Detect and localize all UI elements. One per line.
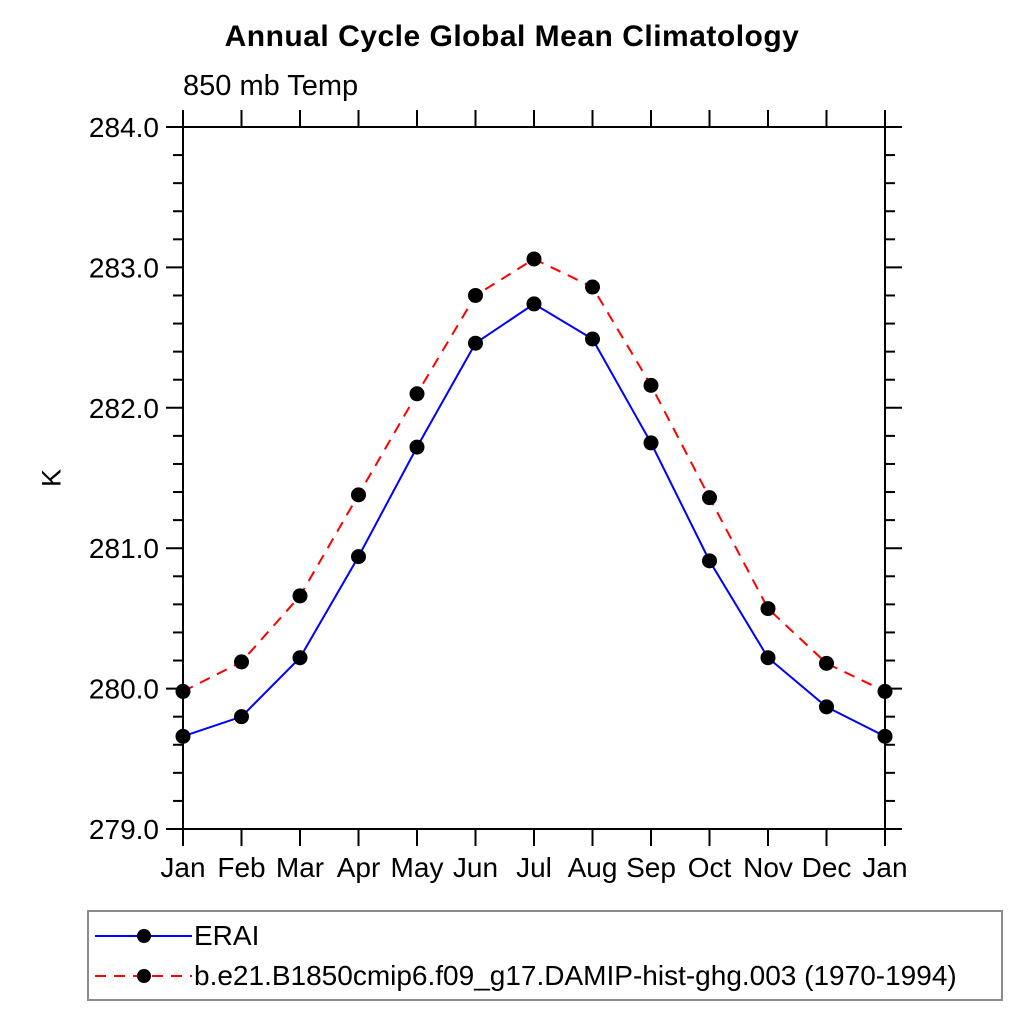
- data-point-marker-1: [643, 377, 659, 393]
- series-line-1: [182, 257, 886, 693]
- data-point-marker-0: [702, 553, 717, 569]
- x-axis-tick-label: Dec: [802, 852, 852, 883]
- x-axis-tick-label: Apr: [337, 852, 381, 883]
- data-point-marker-1: [409, 386, 425, 402]
- x-axis-tick-label: Aug: [568, 852, 618, 883]
- legend-label: ERAI: [194, 920, 260, 951]
- y-axis-tick-label: 283.0: [89, 252, 159, 283]
- x-axis-tick-label: Jul: [516, 852, 552, 883]
- data-point-marker-0: [819, 699, 834, 715]
- legend-line-sample-dashed: [95, 968, 192, 984]
- chart-subtitle: 850 mb Temp: [183, 70, 359, 102]
- chart-title: Annual Cycle Global Mean Climatology: [224, 20, 800, 53]
- x-axis-tick-label: Nov: [743, 852, 793, 883]
- y-axis-tick-label: 282.0: [89, 393, 159, 424]
- data-point-marker-1: [702, 490, 717, 506]
- data-point-marker-0: [175, 728, 191, 744]
- x-axis-tick-label: May: [391, 852, 444, 883]
- x-axis-tick-label: Mar: [276, 852, 324, 883]
- data-point-marker-1: [877, 683, 893, 699]
- y-axis-tick-label: 280.0: [89, 674, 159, 705]
- data-point-marker-1: [760, 601, 776, 617]
- x-axis-tick-label: Jun: [453, 852, 498, 883]
- data-point-marker-1: [351, 487, 366, 503]
- data-point-marker-1: [175, 683, 191, 699]
- data-point-marker-0: [351, 549, 366, 565]
- data-point-marker-0: [760, 650, 776, 666]
- data-point-marker-1: [819, 655, 834, 671]
- data-point-marker-0: [877, 728, 893, 744]
- data-point-marker-1: [468, 287, 483, 303]
- x-axis-tick-label: Sep: [626, 852, 676, 883]
- data-point-marker-0: [468, 335, 483, 351]
- legend-label: b.e21.B1850cmip6.f09_g17.DAMIP-hist-ghg.…: [194, 960, 957, 991]
- legend-box: ERAI b.e21.B1850cmip6.f09_g17.DAMIP-hist…: [87, 910, 1003, 1001]
- data-point-marker-1: [526, 251, 542, 267]
- data-point-marker-0: [585, 331, 600, 347]
- legend-item-model: b.e21.B1850cmip6.f09_g17.DAMIP-hist-ghg.…: [89, 956, 1001, 996]
- x-axis-tick-label: Oct: [688, 852, 732, 883]
- y-axis-tick-label: 279.0: [89, 814, 159, 845]
- plot-border: [182, 126, 886, 830]
- data-point-marker-0: [643, 435, 659, 451]
- data-point-marker-0: [234, 709, 249, 725]
- legend-item-erai: ERAI: [89, 916, 1001, 956]
- marker-dot-icon: [137, 929, 151, 943]
- data-point-marker-1: [585, 279, 600, 295]
- marker-dot-icon: [137, 969, 151, 983]
- x-axis-tick-label: Jan: [862, 852, 907, 883]
- y-axis-tick-label: 284.0: [89, 112, 159, 143]
- data-point-marker-0: [526, 296, 542, 312]
- y-axis-tick-label: 281.0: [89, 533, 159, 564]
- data-point-marker-1: [292, 588, 308, 604]
- data-point-marker-1: [234, 654, 249, 670]
- legend-line-sample-solid: [95, 928, 192, 944]
- x-axis-tick-label: Feb: [217, 852, 265, 883]
- series-line-0: [182, 302, 886, 738]
- data-point-marker-0: [292, 650, 308, 666]
- x-axis-tick-label: Jan: [160, 852, 205, 883]
- data-point-marker-0: [409, 439, 425, 455]
